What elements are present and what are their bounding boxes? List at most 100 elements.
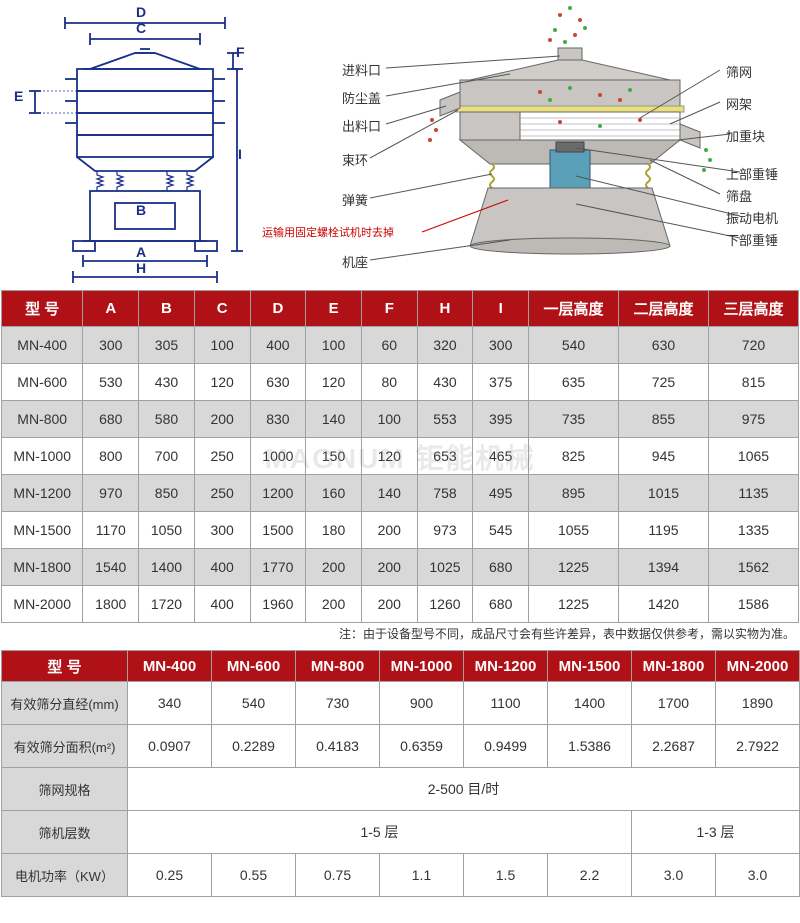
t2-header: MN-1000: [380, 651, 464, 682]
table-row: MN-1800154014004001770200200102568012251…: [2, 549, 799, 586]
table-cell: 495: [473, 475, 529, 512]
table-cell: 100: [306, 327, 362, 364]
table-cell: 1400: [548, 682, 632, 725]
t1-header: 二层高度: [619, 291, 709, 327]
technical-drawing: D C E F I B A H: [0, 0, 260, 290]
table-cell: 200: [306, 586, 362, 623]
table-cell: 1170: [83, 512, 139, 549]
table-cell: 553: [417, 401, 473, 438]
table-cell: 1065: [708, 438, 798, 475]
dim-c: C: [136, 20, 146, 36]
t2-header: MN-1500: [548, 651, 632, 682]
table-cell: 250: [194, 438, 250, 475]
table-cell: 1890: [716, 682, 800, 725]
t1-header: F: [361, 291, 417, 327]
dim-a: A: [136, 244, 146, 260]
table-row: MN-60053043012063012080430375635725815: [2, 364, 799, 401]
table-cell: 0.75: [296, 854, 380, 897]
table-cell: 975: [708, 401, 798, 438]
table-cell: 730: [296, 682, 380, 725]
table-cell: 430: [139, 364, 195, 401]
param-label: 有效筛分面积(m²): [2, 725, 128, 768]
table-cell: 1-3 层: [632, 811, 800, 854]
table-cell: 120: [361, 438, 417, 475]
table-cell: 900: [380, 682, 464, 725]
table-cell: 1586: [708, 586, 798, 623]
table-cell: 120: [306, 364, 362, 401]
table-cell: 1500: [250, 512, 306, 549]
table-cell: MN-1500: [2, 512, 83, 549]
dim-e: E: [14, 88, 23, 104]
table-cell: 3.0: [632, 854, 716, 897]
t1-header: B: [139, 291, 195, 327]
table-cell: 140: [306, 401, 362, 438]
table-cell: 140: [361, 475, 417, 512]
table-cell: 160: [306, 475, 362, 512]
table-cell: 1225: [529, 586, 619, 623]
cutaway-label-right: 加重块: [726, 126, 765, 145]
table-cell: 700: [139, 438, 195, 475]
table-cell: 540: [529, 327, 619, 364]
cutaway-label-left: 出料口: [342, 116, 381, 135]
top-diagrams: D C E F I B A H: [0, 0, 800, 290]
table-cell: 300: [83, 327, 139, 364]
table-cell: 945: [619, 438, 709, 475]
t1-header: E: [306, 291, 362, 327]
table-cell: 1050: [139, 512, 195, 549]
table-cell: MN-400: [2, 327, 83, 364]
t2-header: MN-2000: [716, 651, 800, 682]
cutaway-label-right: 振动电机: [726, 208, 778, 227]
table-cell: 1800: [83, 586, 139, 623]
table-cell: 100: [194, 327, 250, 364]
dimensions-table: 型 号ABCDEFHI一层高度二层高度三层高度 MN-4003003051004…: [1, 290, 799, 623]
cutaway-label-right: 筛网: [726, 62, 752, 81]
table-cell: 1394: [619, 549, 709, 586]
table-cell: 1.1: [380, 854, 464, 897]
table-cell: 0.9499: [464, 725, 548, 768]
table-cell: 825: [529, 438, 619, 475]
table-cell: 1540: [83, 549, 139, 586]
cutaway-label-left: 进料口: [342, 60, 381, 79]
table-cell: 580: [139, 401, 195, 438]
table-cell: 540: [212, 682, 296, 725]
table-cell: 0.4183: [296, 725, 380, 768]
table-cell: 855: [619, 401, 709, 438]
table-cell: 850: [139, 475, 195, 512]
table-cell: 400: [250, 327, 306, 364]
table-row: MN-2000180017204001960200200126068012251…: [2, 586, 799, 623]
table-cell: 465: [473, 438, 529, 475]
table-cell: MN-1800: [2, 549, 83, 586]
table-cell: 830: [250, 401, 306, 438]
t1-header: 型 号: [2, 291, 83, 327]
table-cell: 400: [194, 586, 250, 623]
table-cell: MN-600: [2, 364, 83, 401]
table-row: 筛网规格2-500 目/时: [2, 768, 800, 811]
table-cell: 80: [361, 364, 417, 401]
table-cell: 320: [417, 327, 473, 364]
table-cell: 635: [529, 364, 619, 401]
cutaway-label-left: 束环: [342, 150, 368, 169]
t2-header: MN-800: [296, 651, 380, 682]
table-cell: 1135: [708, 475, 798, 512]
dim-h: H: [136, 260, 146, 276]
table-cell: 1562: [708, 549, 798, 586]
table-cell: 1200: [250, 475, 306, 512]
table-cell: 1770: [250, 549, 306, 586]
table-cell: 0.25: [128, 854, 212, 897]
technical-drawing-svg: [5, 5, 255, 285]
dim-b: B: [136, 202, 146, 218]
table-cell: 1700: [632, 682, 716, 725]
table-cell: 630: [619, 327, 709, 364]
cutaway-diagram: 进料口防尘盖出料口束环弹簧机座 运输用固定螺栓试机时去掉 筛网网架加重块上部重锤…: [260, 0, 800, 290]
table-cell: 2.2687: [632, 725, 716, 768]
table-cell: 970: [83, 475, 139, 512]
table-cell: 395: [473, 401, 529, 438]
table-cell: MN-2000: [2, 586, 83, 623]
cutaway-label-left: 防尘盖: [342, 88, 381, 107]
table-cell: 1015: [619, 475, 709, 512]
table-cell: 680: [473, 586, 529, 623]
cutaway-label-right: 下部重锤: [726, 230, 778, 249]
cutaway-warning: 运输用固定螺栓试机时去掉: [262, 224, 394, 240]
table-cell: 1335: [708, 512, 798, 549]
table-cell: 200: [361, 586, 417, 623]
